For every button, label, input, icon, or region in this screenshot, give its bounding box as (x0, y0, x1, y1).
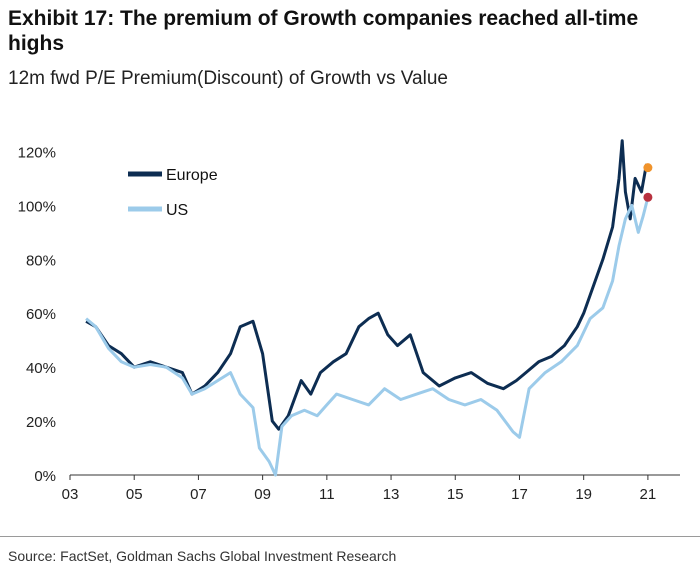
x-tick-label: 15 (447, 486, 464, 503)
x-tick-label: 13 (383, 486, 400, 503)
x-tick-label: 09 (254, 486, 271, 503)
legend-label-us: US (166, 202, 188, 219)
y-tick-label: 40% (26, 360, 56, 377)
y-tick-label: 80% (26, 252, 56, 269)
source-note: Source: FactSet, Goldman Sachs Global In… (8, 548, 397, 564)
end-marker-europe (643, 163, 653, 173)
y-tick-label: 0% (34, 468, 56, 485)
chart-subtitle: 12m fwd P/E Premium(Discount) of Growth … (8, 68, 448, 89)
x-tick-label: 19 (575, 486, 592, 503)
end-marker-us (643, 192, 653, 202)
series-line-europe (85, 139, 650, 431)
exhibit-title: Exhibit 17: The premium of Growth compan… (8, 7, 639, 55)
x-tick-label: 07 (190, 486, 207, 503)
x-tick-label: 17 (511, 486, 528, 503)
series-line-us (85, 196, 650, 477)
x-tick-label: 03 (62, 486, 79, 503)
y-tick-label: 100% (18, 198, 56, 215)
footer-divider (0, 536, 700, 537)
y-tick-label: 60% (26, 306, 56, 323)
x-tick-label: 05 (126, 486, 143, 503)
y-tick-label: 120% (18, 144, 56, 161)
x-tick-label: 21 (640, 486, 657, 503)
x-tick-label: 11 (319, 486, 335, 503)
y-tick-label: 20% (26, 414, 56, 431)
legend-label-europe: Europe (166, 167, 218, 184)
